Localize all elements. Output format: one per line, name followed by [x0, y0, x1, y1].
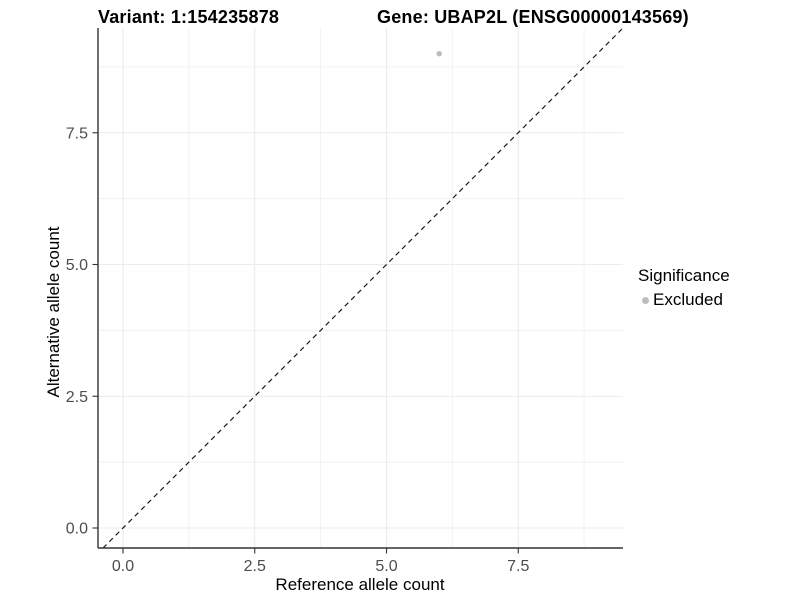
- x-tick-label: 2.5: [244, 558, 266, 575]
- y-axis-title: Alternative allele count: [44, 226, 63, 398]
- data-point: [436, 51, 442, 57]
- x-tick-label: 5.0: [375, 558, 397, 575]
- x-axis-title: Reference allele count: [275, 575, 445, 594]
- legend-item-label: Excluded: [653, 290, 723, 309]
- legend-title: Significance: [638, 266, 730, 285]
- x-tick-label: 7.5: [507, 558, 529, 575]
- legend-key: [638, 296, 652, 304]
- y-tick-label: 0.0: [66, 521, 88, 538]
- y-tick-label: 2.5: [66, 389, 88, 406]
- legend-point-icon: [641, 296, 649, 304]
- plot-title-variant: Variant: 1:154235878: [98, 7, 280, 27]
- identity-line: [102, 27, 624, 549]
- x-tick-label: 0.0: [112, 558, 134, 575]
- plot-title-gene: Gene: UBAP2L (ENSG00000143569): [377, 7, 689, 27]
- legend-item-excluded: Excluded: [638, 290, 730, 310]
- y-tick-label: 5.0: [66, 257, 88, 274]
- y-tick-label: 7.5: [66, 125, 88, 142]
- legend: Significance Excluded: [638, 266, 730, 310]
